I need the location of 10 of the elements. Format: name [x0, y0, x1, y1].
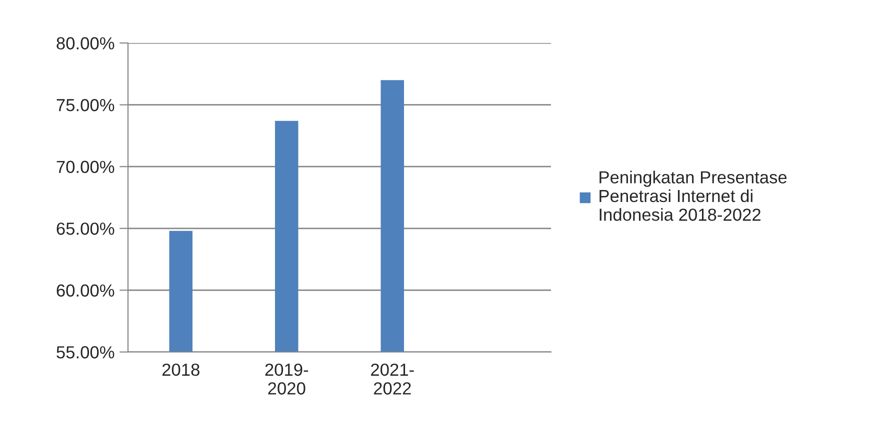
y-tick-label: 65.00%: [56, 222, 114, 235]
y-tick-label: 60.00%: [56, 284, 114, 297]
y-tick-label: 55.00%: [56, 346, 114, 358]
x-tick-label: 2018: [162, 364, 200, 376]
x-tick-label: 2019-2020: [265, 364, 308, 395]
legend-label: Peningkatan Presentase Penetrasi Internet di Indonesia 2018-2022: [600, 170, 787, 221]
y-tick-label: 80.00%: [56, 37, 114, 50]
y-tick-label: 75.00%: [56, 98, 114, 112]
x-tick-label: 2021-2022: [371, 364, 414, 395]
y-tick-label: 70.00%: [56, 160, 114, 174]
